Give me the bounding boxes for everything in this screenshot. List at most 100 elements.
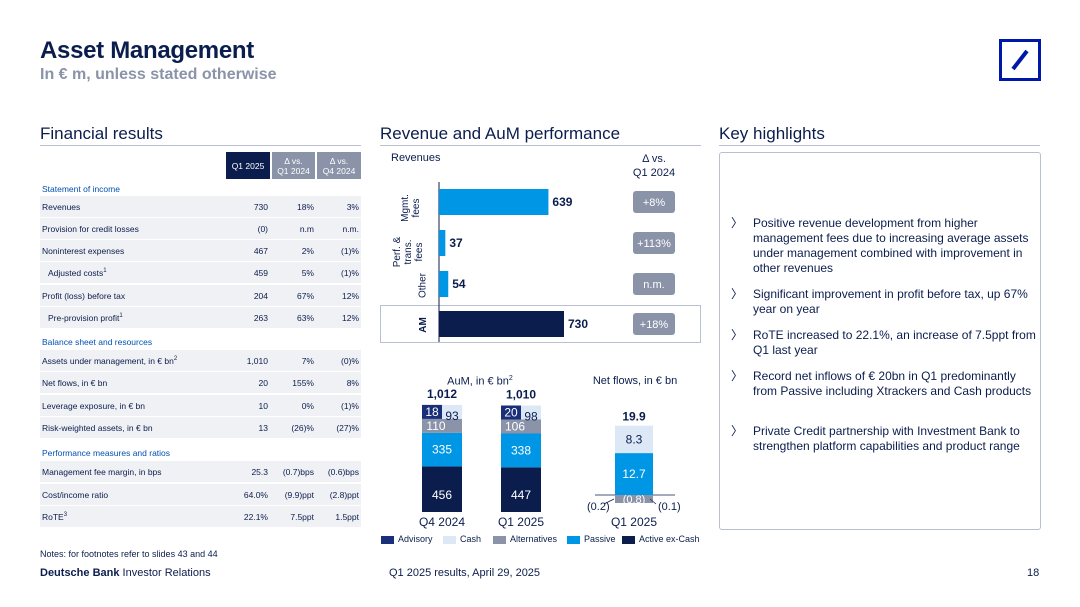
aum-segment [501,467,541,512]
table-row: Net flows, in € bn 20 155% 8% [40,372,361,394]
value-q1-2025: 20 [258,378,268,388]
value-vs-q4-2024: 12% [341,291,359,301]
row-label: Provision for credit losses [42,224,139,234]
row-label: Pre-provision profit1 [48,313,123,323]
value-q1-2025: 263 [253,313,268,323]
footer-brand: Deutsche Bank Investor Relations [40,567,211,579]
chart-legend: Advisory Cash Alternatives Passive Active ex… [381,534,711,546]
aum-label-passive: 338 [511,443,531,457]
value-vs-q4-2024: (0.6)bps [327,467,359,477]
legend-swatch [493,536,506,544]
highlight-text: RoTE increased to 22.1%, an increase of … [753,328,1036,357]
delta-badge-text: +8% [643,197,666,209]
group-statement-of-income: Statement of income [42,184,120,194]
key-highlights-title: Key highlights [719,124,825,143]
aum-segment [501,433,541,468]
table-row: Cost/income ratio 64.0% (9.9)ppt (2.8)ppt [40,484,361,506]
legend-swatch [622,536,635,544]
legend-swatch [381,536,394,544]
table-row: Revenues 730 18% 3% [40,196,361,218]
aum-label-cash: 93 [445,409,459,423]
col-header-q1-2025: Q1 2025 [226,152,270,179]
revenue-bar [439,311,564,337]
col-header-vs-q1-2024: Δ vs. Q1 2024 [272,152,315,179]
aum-category-label: Q1 2025 [498,515,544,529]
netflows-label-cash: 8.3 [626,432,643,446]
value-vs-q1-2024: 67% [296,291,314,301]
delta-header: Δ vs. Q1 2024 [632,153,676,179]
highlight-text: Private Credit partnership with Investme… [753,424,1020,453]
value-vs-q4-2024: (1)% [341,246,359,256]
table-row: Management fee margin, in bps 25.3 (0.7)bp… [40,461,361,483]
chevron-right-icon: 〉 [731,369,744,383]
value-q1-2025: 459 [253,268,268,278]
footnotes: Notes: for footnotes refer to slides 43 … [40,549,218,559]
legend-label: Alternatives [510,534,558,544]
value-vs-q1-2024: 0% [301,401,314,411]
netflows-total-label: 19.9 [622,410,646,424]
aum-label-alternatives: 110 [426,419,445,433]
legend-swatch [567,536,580,544]
revenue-bar [439,230,446,256]
legend-label: Active ex-Cash [639,534,700,544]
col-header-vs-q4-2024: Δ vs. Q4 2024 [317,152,361,179]
aum-chart-title: AuM, in € bn2 [447,375,513,388]
table-row: RoTE3 22.1% 7.5ppt 1.5ppt [40,506,361,528]
delta-badge [633,232,675,254]
value-vs-q1-2024: 2% [301,246,314,256]
value-q1-2025: 10 [258,401,268,411]
row-label: Net flows, in € bn [42,378,108,388]
value-vs-q1-2024: 18% [296,202,314,212]
aum-label-cash: 98 [524,410,538,424]
row-label: RoTE3 [42,512,68,522]
row-label: Adjusted costs1 [48,268,107,278]
netflows-label-passive: 12.7 [622,467,646,481]
revenue-value-label: 639 [552,195,572,209]
value-q1-2025: 25.3 [251,467,268,477]
aum-label-passive: 335 [432,443,452,457]
page-number: 18 [1027,567,1040,579]
revenues-label: Revenues [391,152,441,164]
group-performance-measures: Performance measures and ratios [42,448,171,458]
highlight-text: Positive revenue development from higher… [753,216,1029,275]
value-q1-2025: 204 [253,291,268,301]
delta-badge-text: +113% [637,238,671,250]
chevron-right-icon: 〉 [731,287,744,301]
financial-results-title: Financial results [40,124,163,143]
value-vs-q4-2024: (2.8)ppt [329,490,359,500]
row-label: Cost/income ratio [42,490,109,500]
netflows-cash-bar [615,425,653,454]
delta-badge [633,191,675,213]
revenue-aum-divider [380,145,701,146]
netflows-label-advisory: (0.2) [587,501,610,513]
row-label: Management fee margin, in bps [42,467,162,477]
row-label: Leverage exposure, in € bn [42,401,146,411]
row-label: Revenues [42,202,81,212]
revenue-bar [439,189,549,215]
revenue-value-label: 54 [452,277,466,291]
value-vs-q1-2024: (9.9)ppt [284,490,314,500]
value-q1-2025: 64.0% [243,490,268,500]
revenue-value-label: 37 [449,236,463,250]
table-row: Adjusted costs1 459 5% (1)% [40,262,361,284]
value-vs-q1-2024: (26)% [291,423,314,433]
aum-label-active: 456 [432,488,452,502]
value-q1-2025: (0) [257,224,268,234]
legend-swatch [443,536,456,544]
value-q1-2025: 13 [258,423,268,433]
value-q1-2025: 22.1% [243,512,268,522]
key-highlights-divider [719,145,1040,146]
aum-category-label: Q4 2024 [419,515,465,529]
legend-label: Passive [584,534,616,544]
highlight-item: 〉 Record net inflows of € 20bn in Q1 pred… [731,369,1036,419]
value-vs-q4-2024: 3% [346,202,359,212]
table-row: Noninterest expenses 467 2% (1)% [40,240,361,262]
value-vs-q1-2024: n.m [299,224,314,234]
table-row: Assets under management, in € bn2 1,010 7%… [40,350,361,372]
revenue-value-label: 730 [568,317,588,331]
aum-segment [501,419,541,434]
table-row: Profit (loss) before tax 204 67% 12% [40,285,361,307]
aum-label-alternatives: 106 [505,420,525,434]
aum-advisory-segment [501,405,521,420]
netflows-leader-right [649,498,657,505]
